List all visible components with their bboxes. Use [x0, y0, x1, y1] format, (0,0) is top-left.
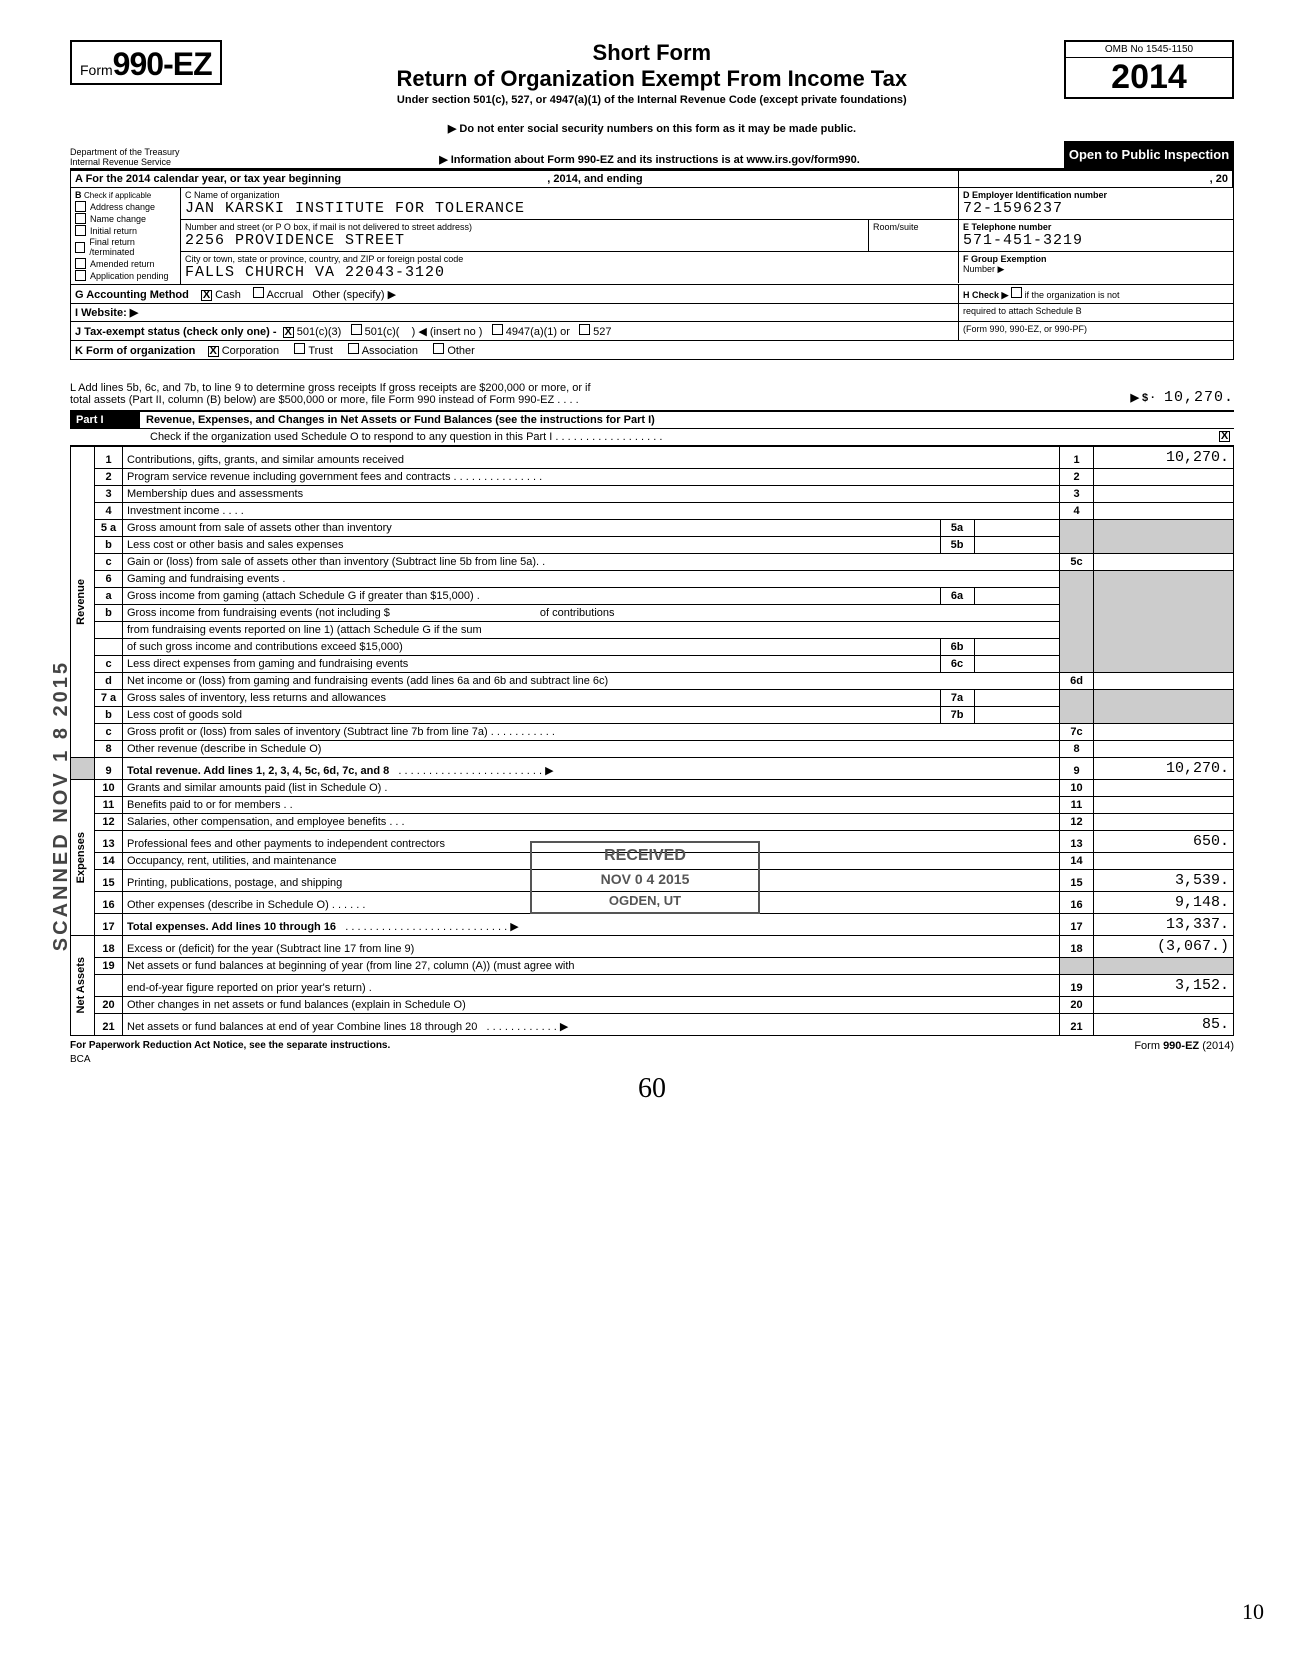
- line1: Contributions, gifts, grants, and simila…: [123, 447, 1060, 469]
- l-amount: 10,270.: [1164, 389, 1234, 406]
- page-number: 10: [1242, 1599, 1264, 1625]
- footer: For Paperwork Reduction Act Notice, see …: [70, 1040, 1234, 1052]
- under-section: Under section 501(c), 527, or 4947(a)(1)…: [240, 94, 1064, 106]
- street: 2256 PROVIDENCE STREET: [185, 232, 864, 249]
- chk-assoc[interactable]: [348, 343, 359, 354]
- ein: 72-1596237: [963, 200, 1229, 217]
- lines-table: Revenue 1Contributions, gifts, grants, a…: [70, 446, 1234, 1036]
- netassets-label: Net Assets: [75, 957, 87, 1013]
- chk-initial[interactable]: [75, 225, 86, 236]
- ein-block: D Employer Identification number 72-1596…: [958, 188, 1233, 219]
- part1-check: Check if the organization used Schedule …: [70, 429, 1234, 446]
- line-k: K Form of organization X Corporation Tru…: [71, 341, 1233, 359]
- chk-address[interactable]: [75, 201, 86, 212]
- chk-other[interactable]: [433, 343, 444, 354]
- chk-final[interactable]: [75, 242, 85, 253]
- expenses-label: Expenses: [75, 832, 87, 883]
- chk-501c3[interactable]: X: [283, 327, 294, 338]
- line-a-end: , 20: [958, 171, 1233, 187]
- chk-app[interactable]: [75, 270, 86, 281]
- revenue-label: Revenue: [75, 579, 87, 625]
- year-box: OMB No 1545-1150 2014: [1064, 40, 1234, 99]
- chk-amended[interactable]: [75, 258, 86, 269]
- form-header: Form 990-EZ Short Form Return of Organiz…: [70, 40, 1234, 106]
- open-public-box: Open to Public Inspection: [1064, 141, 1234, 168]
- signature: 60: [70, 1073, 1234, 1105]
- chk-name[interactable]: [75, 213, 86, 224]
- line-l: L Add lines 5b, 6c, and 7b, to line 9 to…: [70, 382, 1234, 406]
- chk-h[interactable]: [1011, 287, 1022, 298]
- line-h: H Check ▶ if the organization is not: [958, 285, 1233, 303]
- dept-treasury: Department of the Treasury Internal Reve…: [70, 148, 235, 168]
- part1-title: Revenue, Expenses, and Changes in Net As…: [140, 414, 655, 426]
- chk-trust[interactable]: [294, 343, 305, 354]
- form-number-box: Form 990-EZ: [70, 40, 222, 85]
- c-label: C Name of organization: [185, 190, 954, 200]
- chk-accrual[interactable]: [253, 287, 264, 298]
- line-g: G Accounting Method X Cash Accrual Other…: [71, 285, 958, 303]
- chk-527[interactable]: [579, 324, 590, 335]
- title-block: Short Form Return of Organization Exempt…: [240, 40, 1064, 106]
- line-a: A For the 2014 calendar year, or tax yea…: [71, 171, 958, 187]
- form-number: 990-EZ: [113, 46, 212, 83]
- phone: 571-451-3219: [963, 232, 1229, 249]
- line-i: I Website: ▶: [71, 304, 958, 321]
- city: FALLS CHURCH VA 22043-3120: [185, 264, 954, 281]
- chk-corp[interactable]: X: [208, 346, 219, 357]
- org-name: JAN KARSKI INSTITUTE FOR TOLERANCE: [185, 200, 954, 217]
- dept-row: Department of the Treasury Internal Reve…: [70, 141, 1234, 170]
- chk-schedo[interactable]: X: [1219, 431, 1230, 442]
- info-about: ▶ Information about Form 990-EZ and its …: [235, 153, 1064, 168]
- ssn-warning: ▶ Do not enter social security numbers o…: [70, 122, 1234, 135]
- chk-501c[interactable]: [351, 324, 362, 335]
- chk-cash[interactable]: X: [201, 290, 212, 301]
- part1-num: Part I: [70, 412, 140, 428]
- chk-4947[interactable]: [492, 324, 503, 335]
- return-title: Return of Organization Exempt From Incom…: [240, 66, 1064, 92]
- identity-block: A For the 2014 calendar year, or tax yea…: [70, 170, 1234, 360]
- line-j: J Tax-exempt status (check only one) - X…: [71, 322, 958, 340]
- short-form-title: Short Form: [240, 40, 1064, 66]
- col-b: B Check if applicable Address change Nam…: [71, 188, 181, 284]
- bca: BCA: [70, 1054, 1234, 1065]
- omb-number: OMB No 1545-1150: [1066, 42, 1232, 58]
- form-word: Form: [80, 62, 113, 78]
- tax-year: 2014: [1066, 58, 1232, 97]
- part1-header: Part I Revenue, Expenses, and Changes in…: [70, 410, 1234, 429]
- received-stamp: RECEIVED NOV 0 4 2015 OGDEN, UT: [530, 841, 760, 914]
